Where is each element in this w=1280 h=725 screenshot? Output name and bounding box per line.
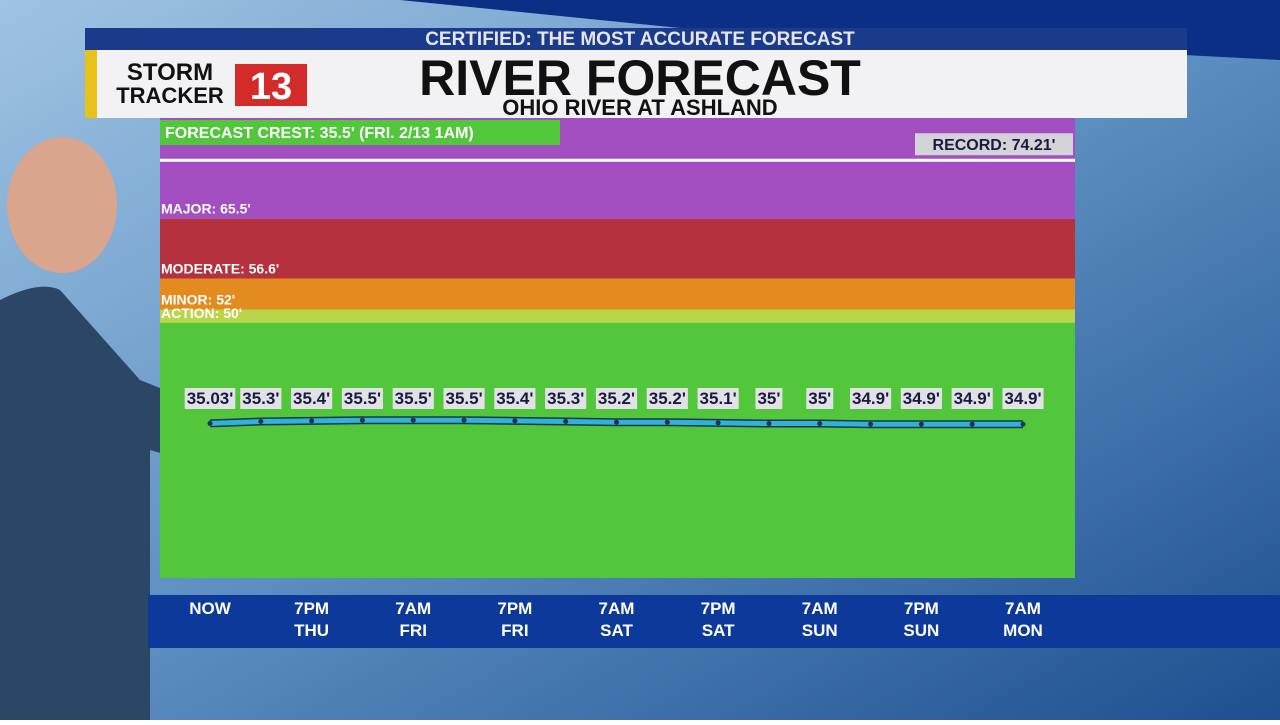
x-tick-label: 7PM [294,599,329,618]
logo-line2: TRACKER [116,83,224,108]
stage-label: MINOR: 52' [161,291,235,307]
point [309,418,315,424]
value-label: 35.3' [547,389,584,408]
value-label-box [755,388,783,409]
point [664,419,670,425]
point [410,417,416,423]
value-label: 35.5' [445,389,482,408]
point [258,419,264,425]
stage-label: ACTION: 50' [161,305,242,321]
point [359,417,365,423]
value-label: 35' [757,389,780,408]
point [207,420,213,426]
x-tick-label: FRI [400,621,427,640]
value-label-box [806,388,834,409]
x-tick-label: SUN [802,621,838,640]
value-label-box [1002,388,1044,409]
value-label: 35.03' [187,389,234,408]
value-label: 35.2' [649,389,686,408]
crest-label: FORECAST CREST: 35.5' (FRI. 2/13 1AM) [165,125,474,142]
x-tick-label: 7AM [599,599,635,618]
value-label: 35.4' [496,389,533,408]
point [868,421,874,427]
stage-label: MAJOR: 65.5' [161,201,251,217]
point [614,419,619,425]
point [512,418,518,424]
chart-title: RIVER FORECAST [419,50,861,106]
logo-box [235,64,307,106]
value-label-box [900,388,942,409]
point [969,421,975,427]
value-label-box [184,388,236,409]
stage-band [160,309,1075,323]
value-label: 34.9' [903,389,940,408]
value-label-box [646,388,688,409]
x-axis-bar [148,595,1280,648]
banner-bar [85,28,1187,50]
value-label-box [595,388,638,409]
point [563,419,569,425]
x-tick-label: THU [294,621,329,640]
point [461,417,467,423]
value-label-box [240,388,282,409]
value-label-box [494,388,536,409]
value-label: 35.5' [344,389,381,408]
point [1020,421,1026,427]
x-tick-label: 7AM [395,599,431,618]
value-label: 35.1' [700,389,737,408]
x-tick-label: NOW [189,599,232,618]
value-label: 35' [808,389,831,408]
value-label-box [392,388,434,409]
stage-band [160,278,1075,310]
presenter-suit [0,286,320,720]
x-tick-label: 7AM [1005,599,1041,618]
accent [85,50,97,118]
crest-box [160,120,560,145]
value-label: 35.3' [242,389,279,408]
record-box [915,133,1073,156]
stage-label: MODERATE: 56.6' [161,260,279,276]
logo-line1: STORM [127,59,213,86]
x-tick-label: SAT [600,621,633,640]
value-label-box [697,388,739,409]
value-label: 34.9' [852,389,889,408]
x-tick-label: 7PM [904,599,939,618]
point [715,420,721,426]
value-label-box [545,388,587,409]
x-tick-label: 7AM [802,599,838,618]
x-tick-label: MON [1003,621,1043,640]
value-label: 35.2' [598,389,635,408]
value-label: 34.9' [954,389,991,408]
value-label-box [849,388,892,409]
x-tick-label: FRI [501,621,528,640]
value-label-box [341,388,384,409]
value-label: 35.4' [293,389,330,408]
chart-subtitle: OHIO RIVER AT ASHLAND [502,95,777,120]
point [766,421,772,427]
value-label: 35.5' [395,389,432,408]
value-label-box [291,388,333,409]
x-tick-label: 7PM [701,599,736,618]
value-label: 34.9' [1004,389,1041,408]
stage-band [160,218,1075,279]
point [817,421,823,427]
x-tick-label: SAT [702,621,735,640]
presenter-head [7,137,117,273]
value-label-box [951,388,993,409]
point [918,421,924,427]
logo-number: 13 [250,66,292,108]
value-label-box [443,388,485,409]
x-tick-label: 7PM [497,599,532,618]
x-tick-label: SUN [903,621,939,640]
record-label: RECORD: 74.21' [933,137,1056,154]
banner: CERTIFIED: THE MOST ACCURATE FORECAST [425,29,855,50]
